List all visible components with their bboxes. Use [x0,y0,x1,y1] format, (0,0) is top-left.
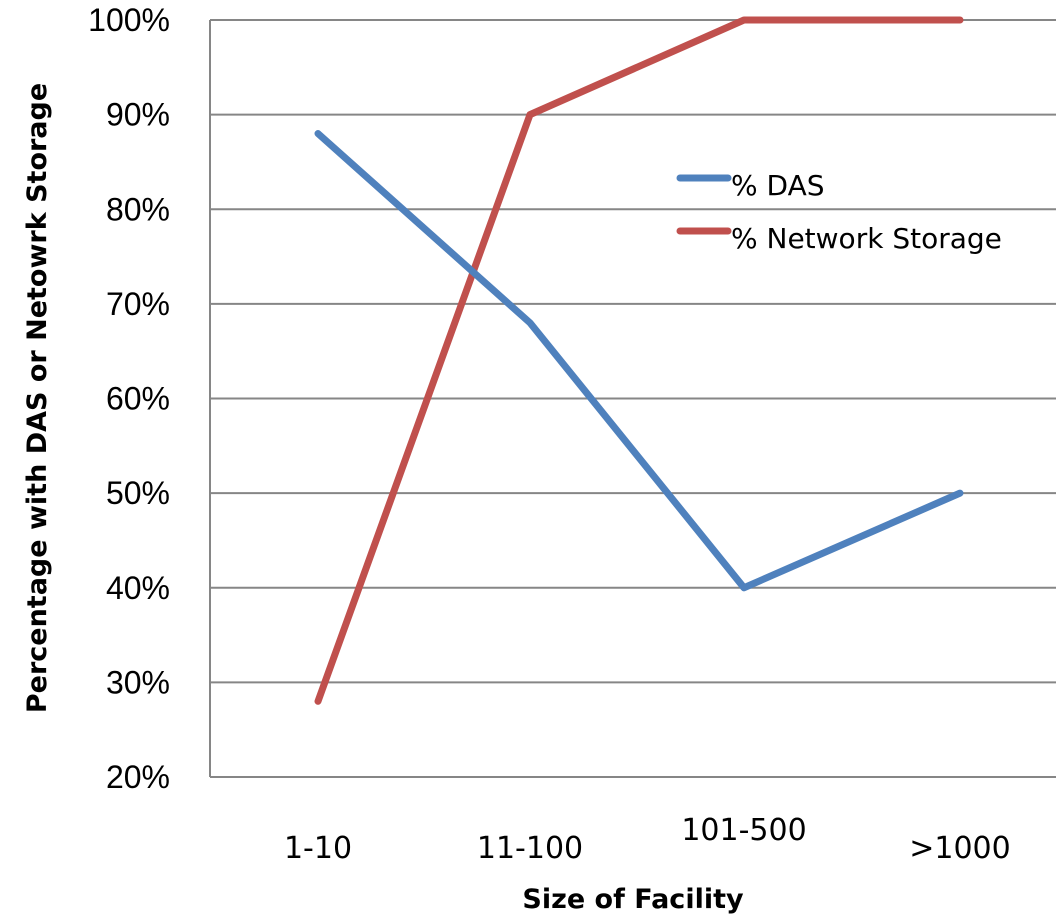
y-tick-label: 80% [106,191,170,227]
gridlines [210,19,1056,778]
y-tick-label: 90% [106,97,170,133]
x-tick-label: 101-500 [681,813,806,848]
legend: % DAS % Network Storage [676,169,1002,255]
y-tick-label: 30% [106,664,170,700]
y-tick-label: 100% [88,2,170,38]
series-layer [314,16,964,705]
x-tick-label: 11-100 [477,831,583,866]
x-tick-label: >1000 [909,831,1010,866]
y-tick-label: 70% [106,286,170,322]
x-axis-title: Size of Facility [522,884,744,915]
y-axis-ticks: 20% 30% 40% 50% 60% 70% 80% 90% 100% [88,2,170,795]
series-line [314,16,964,705]
y-tick-label: 60% [106,381,170,417]
legend-label: % DAS [731,169,825,202]
y-tick-label: 20% [106,759,170,795]
y-axis-title: Percentage with DAS or Netowrk Storage [22,83,53,713]
y-tick-label: 50% [106,475,170,511]
legend-label: % Network Storage [731,222,1002,255]
x-axis-ticks: 1-10 11-100 101-500 >1000 [284,813,1011,866]
x-tick-label: 1-10 [284,831,352,866]
series-line [314,130,964,592]
y-tick-label: 40% [106,570,170,606]
